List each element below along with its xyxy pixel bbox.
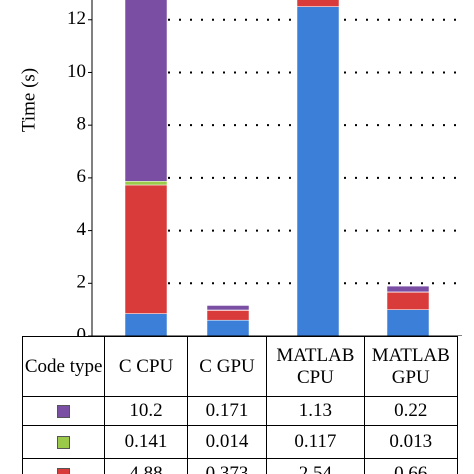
table-row: 10.2 0.171 1.13 0.22 xyxy=(21,396,459,426)
value-cell: 0.141 xyxy=(104,425,188,459)
table-row: 0.141 0.014 0.117 0.013 xyxy=(21,425,459,459)
header-row: Code type C CPU C GPU MATLAB CPU MATLAB GPU xyxy=(21,336,459,397)
bar-segment xyxy=(386,285,430,293)
category-cell: C CPU xyxy=(104,336,188,397)
value-cell: 0.373 xyxy=(186,458,268,474)
bar-segment xyxy=(124,0,168,182)
swatch-cell xyxy=(21,458,106,474)
bar-segment xyxy=(124,184,168,314)
legend-swatch xyxy=(57,436,71,450)
chart: Time (s) 0 2 4 6 8 10 12 xyxy=(18,0,462,336)
value-cell: 4.88 xyxy=(104,458,188,474)
value-cell: 0.66 xyxy=(363,458,459,474)
y-tick-label: 2 xyxy=(77,272,87,293)
table-row: 4.88 0.373 2.54 0.66 xyxy=(21,458,459,474)
value-cell: 0.014 xyxy=(186,425,268,459)
bar-segment xyxy=(386,292,430,310)
bar-segment xyxy=(296,6,340,336)
y-tick-label: 8 xyxy=(77,114,87,135)
y-tick-label: 0 xyxy=(77,324,87,336)
y-tick-label: 10 xyxy=(67,61,86,82)
value-cell: 0.117 xyxy=(266,425,365,459)
swatch-cell xyxy=(21,425,106,459)
y-axis-label: Time (s) xyxy=(18,68,39,132)
bar-segment xyxy=(124,181,168,186)
legend-swatch xyxy=(57,467,71,474)
value-cell: 1.13 xyxy=(266,396,365,426)
bar-segment xyxy=(386,309,430,336)
bar-segment xyxy=(206,305,250,311)
corner-cell: Code type xyxy=(21,336,106,397)
category-cell: C GPU xyxy=(186,336,268,397)
bar-segment xyxy=(206,310,250,321)
data-table: Code type C CPU C GPU MATLAB CPU MATLAB GPU… xyxy=(21,336,459,474)
y-tick-label: 4 xyxy=(77,219,87,240)
value-cell: 0.013 xyxy=(363,425,459,459)
legend-swatch xyxy=(57,405,71,419)
value-cell: 0.171 xyxy=(186,396,268,426)
value-cell: 0.22 xyxy=(363,396,459,426)
category-cell: MATLAB CPU xyxy=(266,336,365,397)
bar-segment xyxy=(124,313,168,336)
y-tick-label: 12 xyxy=(67,8,86,29)
y-tick-label: 6 xyxy=(77,166,87,187)
value-cell: 2.54 xyxy=(266,458,365,474)
value-cell: 10.2 xyxy=(104,396,188,426)
category-cell: MATLAB GPU xyxy=(363,336,459,397)
bar-segment xyxy=(206,319,250,336)
bar-segment xyxy=(296,0,340,7)
swatch-cell xyxy=(21,396,106,426)
